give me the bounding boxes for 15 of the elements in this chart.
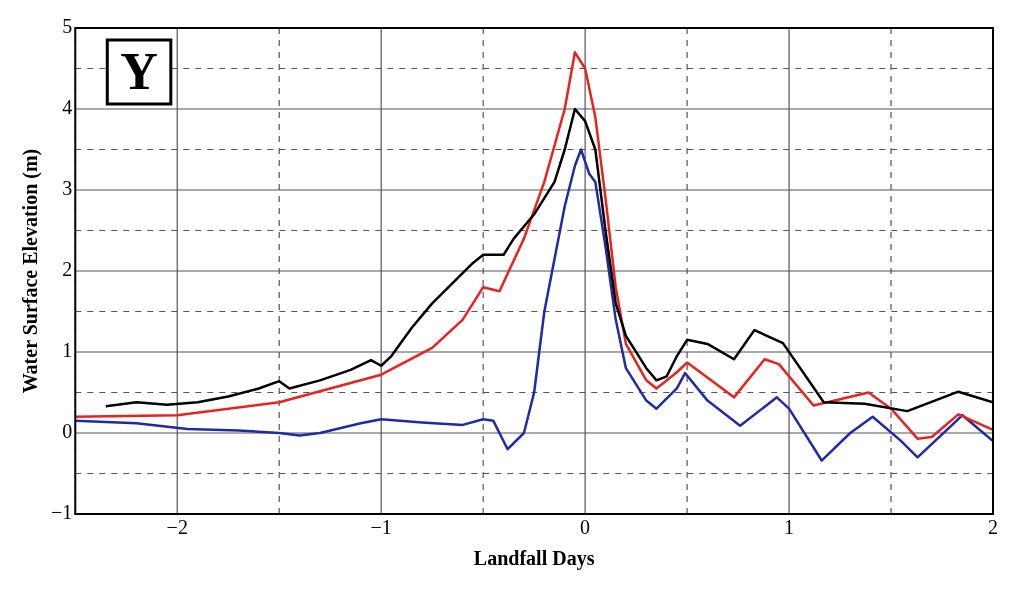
x-tick-label: 2: [988, 516, 998, 539]
x-tick-label: −2: [166, 516, 188, 539]
y-tick-label: −1: [51, 501, 73, 524]
x-axis-title: Landfall Days: [473, 547, 595, 571]
x-tick-label: −1: [370, 516, 392, 539]
y-axis-title: Water Surface Elevation (m): [19, 148, 43, 394]
y-tick-label: 5: [62, 15, 73, 38]
y-tick-label: 2: [62, 258, 73, 281]
y-tick-label: 0: [62, 420, 73, 443]
y-tick-label: 1: [62, 339, 73, 362]
annotation: Y: [120, 43, 158, 101]
y-tick-label: 3: [62, 177, 73, 200]
y-tick-label: 4: [62, 96, 73, 119]
x-tick-label: 0: [580, 516, 591, 539]
x-tick-label: 1: [784, 516, 795, 539]
